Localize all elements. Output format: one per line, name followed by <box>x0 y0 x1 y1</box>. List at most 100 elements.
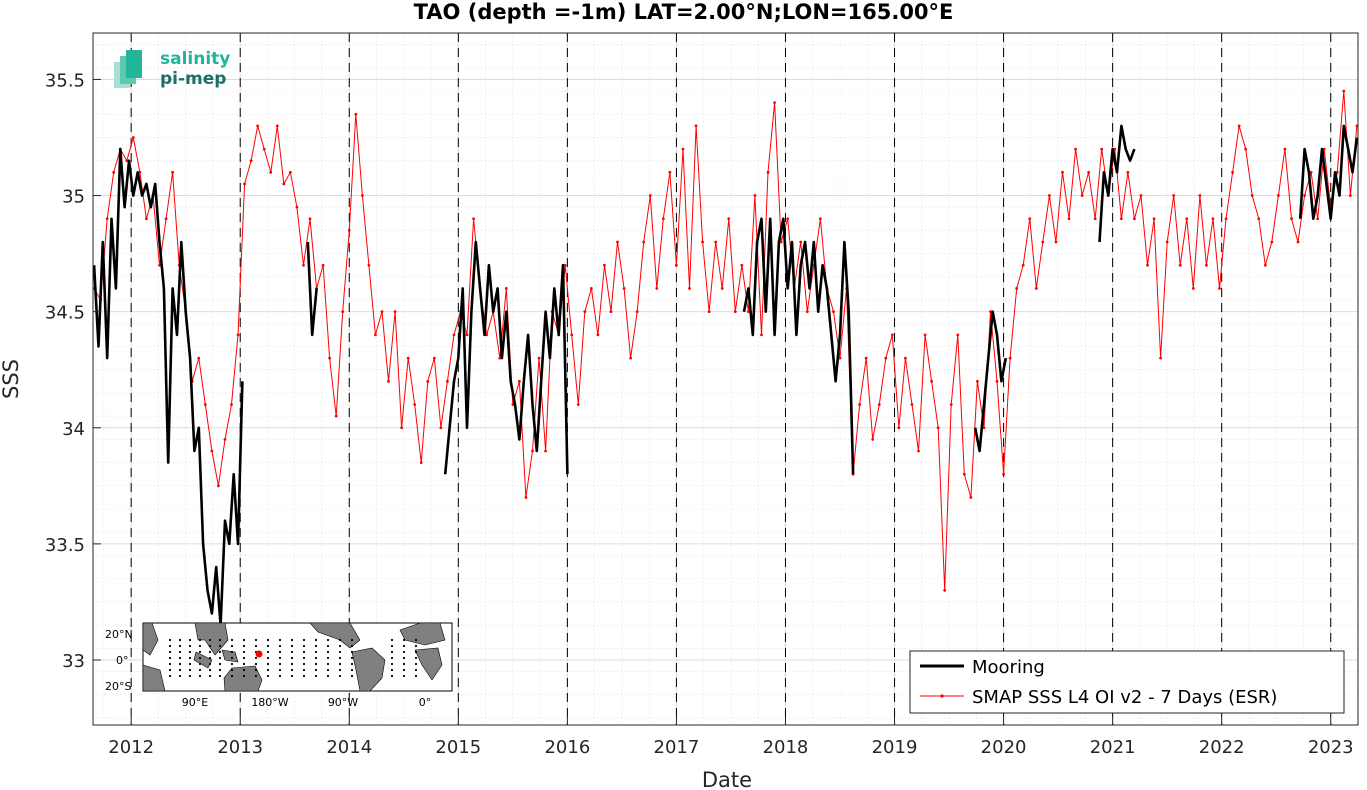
inset-dot <box>314 644 318 648</box>
inset-dot <box>242 656 246 660</box>
series-point-smap <box>956 333 960 337</box>
y-axis-ticks: 33 33.5 34 34.5 35 35.5 <box>45 70 101 672</box>
inset-dot <box>188 638 192 642</box>
series-point-smap <box>969 496 973 499</box>
inset-dot <box>242 638 246 642</box>
inset-dot <box>208 668 212 672</box>
inset-dot <box>254 638 258 642</box>
series-point-smap <box>374 333 377 337</box>
series-point-smap <box>360 194 364 197</box>
x-tick-label: 2023 <box>1308 737 1354 758</box>
inset-dot <box>414 662 418 666</box>
series-point-smap <box>910 403 914 406</box>
inset-dot <box>326 674 330 678</box>
series-point-smap <box>1342 89 1346 93</box>
series-point-smap <box>1028 217 1032 221</box>
series-point-smap <box>203 403 207 406</box>
inset-dot <box>302 644 306 648</box>
inset-dot <box>198 650 202 654</box>
series-point-smap <box>1126 170 1130 174</box>
series-point-smap <box>681 147 685 151</box>
inset-dot <box>302 656 306 660</box>
series-point-smap <box>622 287 626 290</box>
inset-lat-label-20n: 20°N <box>105 628 133 641</box>
series-point-smap <box>917 449 920 453</box>
inset-dot <box>338 674 342 678</box>
series-point-smap <box>1296 240 1300 244</box>
legend: Mooring SMAP SSS L4 OI v2 - 7 Days (ESR) <box>909 650 1345 714</box>
grid <box>93 33 1359 725</box>
inset-dot <box>266 650 270 654</box>
inset-dot <box>208 644 212 648</box>
inset-dot <box>302 650 306 654</box>
inset-dot <box>178 644 182 648</box>
inset-lat-label-0: 0° <box>116 654 129 667</box>
series-point-smap <box>1303 194 1306 197</box>
series-point-smap <box>517 379 521 383</box>
series-point-smap <box>328 356 332 360</box>
series-group <box>92 89 1359 627</box>
series-point-smap <box>740 263 744 267</box>
inset-dot <box>338 644 342 648</box>
x-tick-label: 2015 <box>435 737 481 758</box>
inset-dot <box>254 674 258 678</box>
series-point-smap <box>871 437 875 441</box>
series-point-smap <box>531 449 534 453</box>
series-point-smap <box>1348 194 1352 197</box>
series-point-smap <box>1159 356 1163 360</box>
y-tick-label: 35.5 <box>45 70 85 91</box>
series-point-smap <box>1257 217 1261 221</box>
series-point-smap <box>1198 194 1202 197</box>
series-point-smap <box>838 356 842 360</box>
inset-dot <box>178 674 182 678</box>
series-point-smap <box>583 310 587 314</box>
series-point-smap <box>288 170 292 174</box>
series-point-smap <box>1178 263 1182 267</box>
series-point-smap <box>406 356 410 360</box>
inset-dot <box>402 662 406 666</box>
inset-dot <box>278 674 282 678</box>
series-point-smap <box>714 240 718 244</box>
series-point-smap <box>989 310 992 314</box>
inset-dot <box>254 644 258 648</box>
series-point-smap <box>923 333 927 337</box>
series-line-smap <box>93 91 1358 591</box>
series-point-smap <box>1250 194 1254 197</box>
inset-dot <box>338 656 342 660</box>
inset-dot <box>314 668 318 672</box>
inset-dot <box>198 662 202 666</box>
series-point-smap <box>1231 170 1234 174</box>
logo-mark-icon <box>114 50 142 88</box>
series-point-smap <box>635 310 639 314</box>
inset-dot <box>168 650 172 654</box>
inset-dot <box>230 638 234 642</box>
inset-dot <box>350 644 354 648</box>
series-point-smap <box>1074 147 1077 151</box>
series-point-smap <box>210 449 214 453</box>
series-point-smap <box>884 356 888 360</box>
series-point-smap <box>688 287 691 290</box>
series-point-smap <box>976 379 979 383</box>
series-point-smap <box>570 333 574 337</box>
series-point-smap <box>779 240 783 244</box>
series-point-smap <box>864 356 868 360</box>
series-point-smap <box>302 263 305 267</box>
inset-dot <box>326 644 330 648</box>
series-point-smap <box>1283 147 1287 151</box>
inset-dot <box>302 668 306 672</box>
inset-lon-label-90e: 90°E <box>182 696 208 709</box>
series-point-smap <box>131 136 135 139</box>
series-point-smap <box>930 379 934 383</box>
series-point-smap <box>747 310 750 314</box>
series-point-smap <box>347 228 351 232</box>
series-point-smap <box>334 414 338 418</box>
series-point-smap <box>1309 170 1313 174</box>
series-point-smap <box>1237 124 1241 128</box>
inset-dot <box>414 644 418 648</box>
inset-dot <box>390 650 394 654</box>
series-point-smap <box>354 112 358 116</box>
series-line-mooring <box>306 241 318 337</box>
inset-dot <box>278 668 282 672</box>
inset-dot <box>314 650 318 654</box>
series-point-smap <box>668 170 672 174</box>
